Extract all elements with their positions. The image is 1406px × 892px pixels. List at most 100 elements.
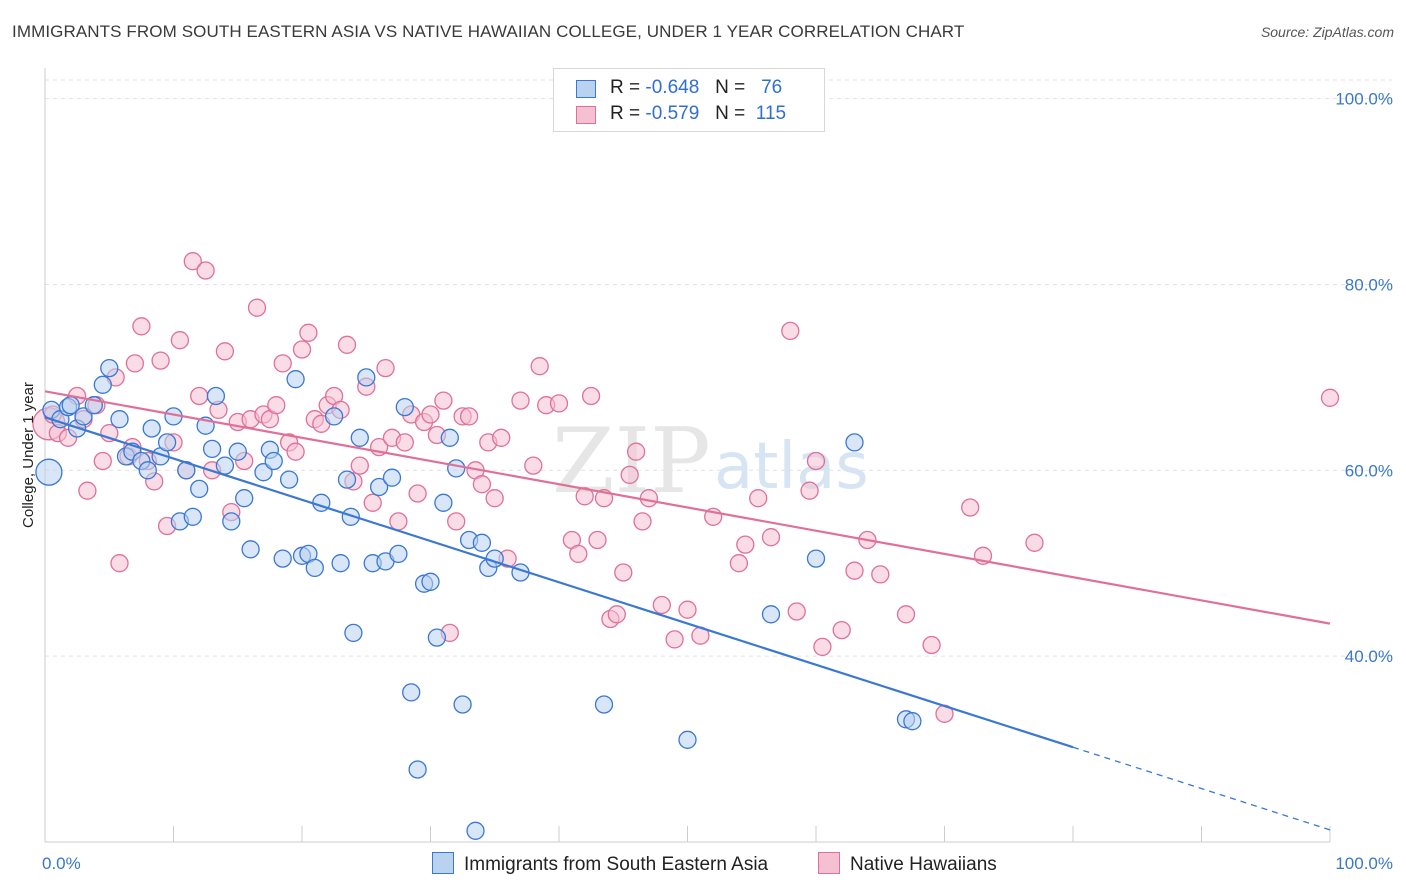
- hawaiian-point: [151, 351, 170, 370]
- sea-point: [264, 451, 283, 471]
- correlation-legend: R = -0.648 N = 76 R = -0.579 N = 115: [553, 68, 825, 132]
- hawaiian-point: [781, 321, 800, 341]
- sea-point: [337, 470, 357, 489]
- hawaiian-point: [273, 354, 292, 373]
- hawaiian-point: [588, 530, 607, 550]
- hawaiian-point: [125, 354, 145, 373]
- hawaiian-point: [350, 456, 369, 475]
- hawaiian-point: [845, 561, 864, 580]
- sea-point: [389, 544, 408, 564]
- hawaiian-point: [961, 498, 980, 517]
- sea-point: [761, 605, 781, 624]
- legend-r-value: -0.648: [645, 77, 700, 98]
- axes: [44, 68, 1331, 843]
- sea-point: [157, 433, 177, 452]
- sea-point: [341, 507, 360, 526]
- sea-point: [279, 470, 299, 489]
- sea-point: [273, 549, 292, 568]
- legend-swatch-pink: [818, 852, 840, 874]
- hawaiian-point: [132, 317, 151, 336]
- hawaiian-point: [813, 637, 832, 657]
- hawaiian-point: [447, 512, 466, 531]
- sea-point: [395, 397, 414, 417]
- hawaiian-point: [614, 563, 633, 582]
- hawaiian-point: [607, 605, 626, 624]
- trend-lines: [44, 390, 1331, 831]
- hawaiian-point: [190, 386, 209, 406]
- legend-swatch-blue: [432, 852, 454, 874]
- y-tick-label: 100.0%: [1335, 90, 1393, 109]
- sea-point: [434, 493, 453, 512]
- hawaiian-point: [183, 252, 202, 271]
- chart-title: IMMIGRANTS FROM SOUTH EASTERN ASIA VS NA…: [12, 22, 965, 41]
- y-tick-label: 40.0%: [1345, 647, 1393, 666]
- hawaiian-point: [78, 481, 97, 500]
- legend-swatch-pink: [576, 106, 596, 124]
- hawaiian-point: [626, 442, 646, 461]
- hawaiian-point: [215, 342, 235, 361]
- sea-point: [344, 623, 363, 643]
- hawaiian-point: [787, 602, 806, 621]
- sea-point: [241, 540, 260, 559]
- sea-point: [93, 375, 112, 394]
- sea-point: [228, 442, 247, 461]
- bottom-legend-label-series1: Immigrants from South Eastern Asia: [464, 854, 769, 875]
- watermark-atlas: atlas: [714, 430, 869, 504]
- hawaiian-point: [581, 386, 601, 406]
- hawaiian-point: [196, 261, 215, 280]
- sea-point: [402, 683, 421, 702]
- hawaiian-point: [434, 391, 453, 410]
- y-tick-label: 60.0%: [1345, 461, 1393, 480]
- legend-n-label: N =: [715, 103, 746, 124]
- sea-point: [903, 712, 922, 731]
- hawaiian-point: [652, 595, 671, 615]
- sea-point: [845, 433, 864, 452]
- hawaiian-point: [639, 489, 659, 508]
- sea-point: [331, 554, 350, 573]
- hawaiian-point: [549, 394, 569, 413]
- hawaiian-point: [292, 340, 312, 359]
- hawaiian-point: [524, 456, 543, 475]
- y-tick-label: 80.0%: [1345, 275, 1393, 294]
- sea-point: [142, 419, 161, 438]
- sea-point: [382, 468, 402, 487]
- hawaiian-point: [511, 391, 530, 410]
- hawaiian-point: [492, 428, 511, 447]
- hawaiian-point: [871, 565, 890, 584]
- sea-point: [202, 439, 222, 459]
- sea-point: [138, 461, 157, 480]
- sea-point: [440, 428, 459, 447]
- sea-point: [421, 572, 440, 591]
- sea-point: [206, 386, 226, 406]
- sea-point: [305, 558, 324, 578]
- hawaiian-point: [299, 323, 318, 342]
- x-tick-label-left: 0.0%: [42, 854, 81, 873]
- sea-point: [35, 458, 63, 486]
- hawaiian-point: [665, 630, 684, 649]
- hawaiian-point: [247, 298, 267, 317]
- sea-point: [183, 507, 202, 526]
- hawaiian-point: [832, 620, 851, 640]
- sea-point: [594, 695, 614, 714]
- hawaiian-point: [1025, 533, 1044, 552]
- sea-point: [408, 760, 427, 779]
- series-sea-immigrants-points: [35, 358, 922, 840]
- hawaiian-point: [389, 512, 408, 531]
- hawaiian-point: [633, 512, 652, 531]
- hawaiian-point: [896, 605, 916, 624]
- hawaiian-point: [395, 433, 414, 452]
- hawaiian-point: [485, 489, 504, 508]
- legend-r-value: -0.579: [645, 103, 700, 124]
- sea-point: [100, 358, 119, 378]
- hawaiian-point: [363, 493, 382, 512]
- hawaiian-point: [93, 451, 112, 471]
- sea-point: [350, 428, 369, 447]
- sea-point: [74, 407, 93, 426]
- hawaiian-point: [267, 396, 286, 415]
- bottom-legend-series2: Native Hawaiians: [818, 852, 997, 876]
- sea-point: [806, 549, 826, 568]
- hawaiian-point: [806, 451, 826, 471]
- sea-point: [324, 407, 344, 426]
- hawaiian-point: [761, 528, 781, 547]
- legend-swatch-blue: [576, 80, 596, 98]
